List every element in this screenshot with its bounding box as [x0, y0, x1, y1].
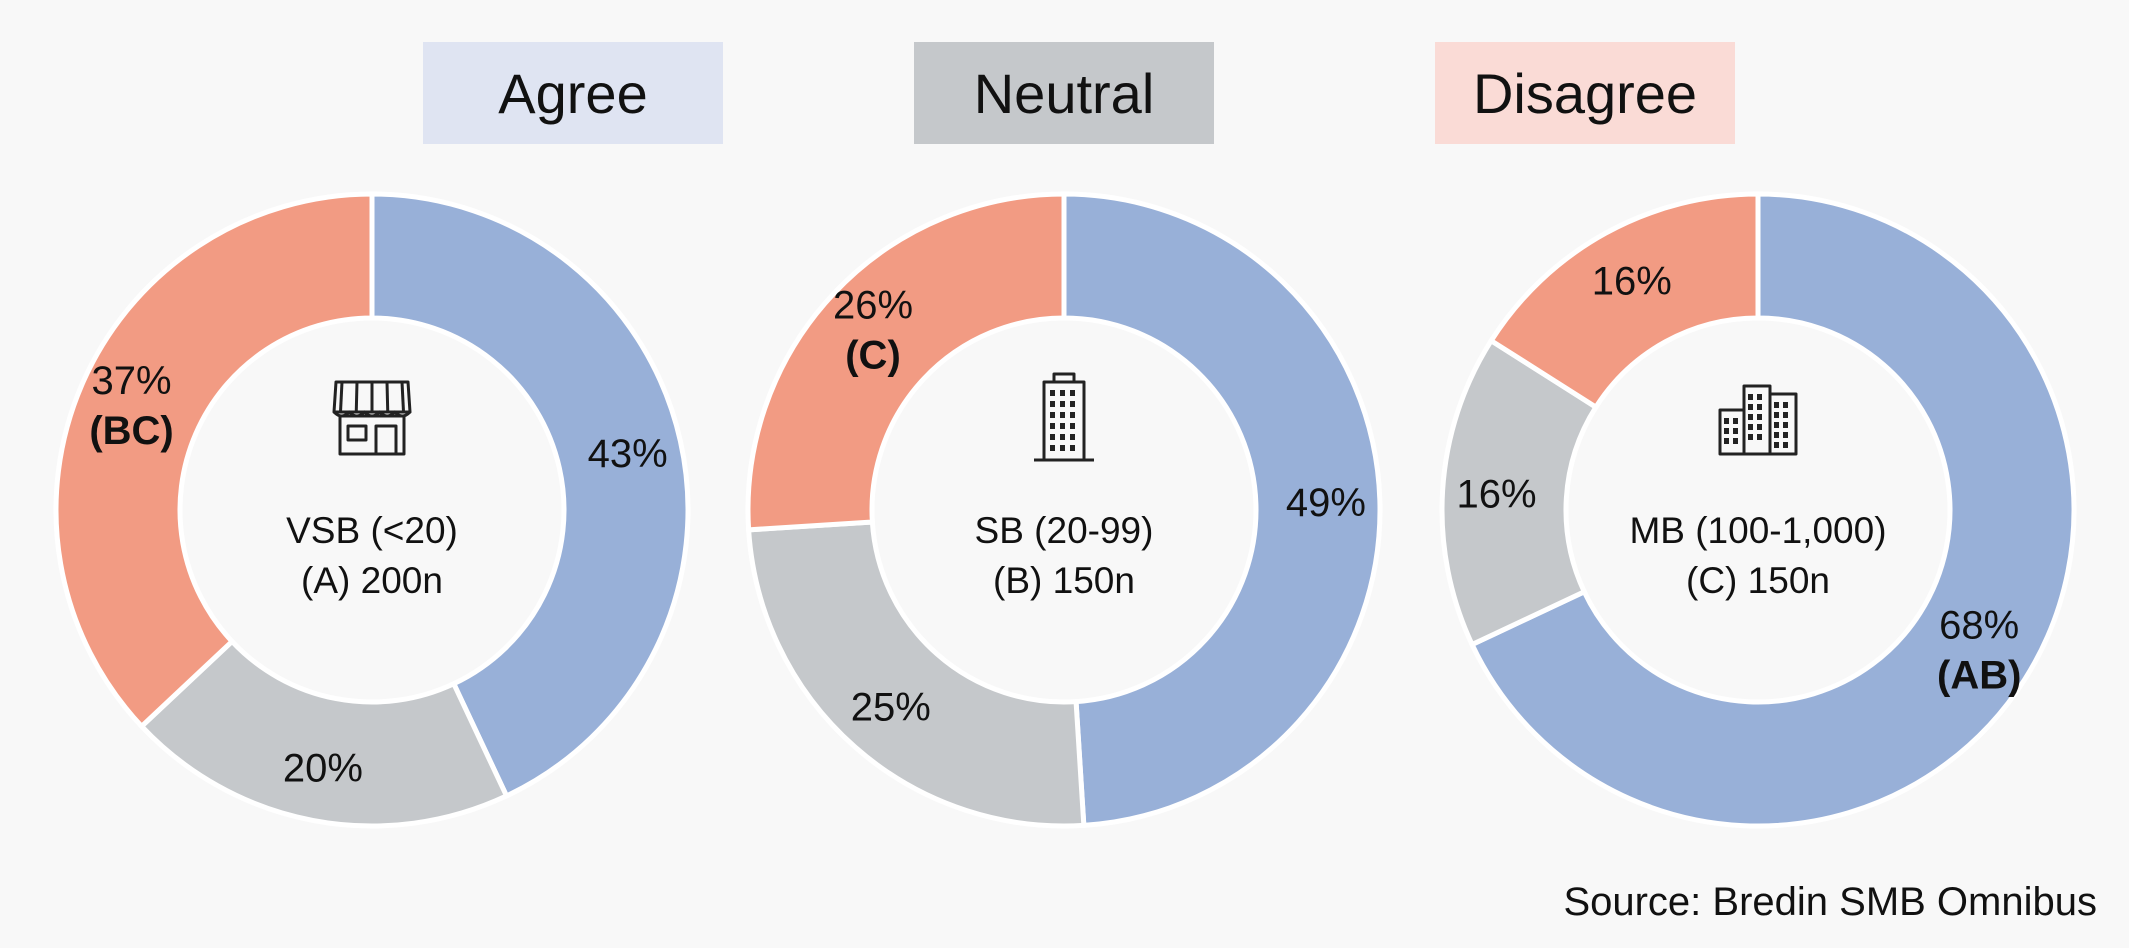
slice-value-label: 68% [1939, 603, 2019, 647]
significance-label: (AB) [1937, 653, 2021, 697]
slice-value-label: 25% [851, 686, 931, 730]
slice-disagree [1487, 191, 1761, 411]
segment-sample-size: (A) 200n [301, 560, 443, 601]
slice-value-label: 20% [283, 746, 363, 790]
slice-disagree [745, 191, 1067, 533]
legend-neutral: Neutral [914, 42, 1214, 144]
segment-name: SB (20-99) [975, 510, 1154, 551]
source-note: Source: Bredin SMB Omnibus [1563, 880, 2097, 924]
slice-agree [1061, 191, 1383, 829]
significance-label: (C) [845, 334, 901, 378]
slice-value-label: 26% [833, 284, 913, 328]
slice-agree [369, 191, 691, 800]
donut-chart-1: 43% 20% 37% (BC) VSB (<20) (A) 200n [53, 191, 691, 829]
slice-value-label: 37% [92, 359, 172, 403]
slice-neutral [745, 519, 1087, 829]
slice-neutral [1439, 337, 1600, 648]
donut-chart-2: 49% 25% 26% (C) SB (20-99) (B) 150n [745, 191, 1383, 829]
city-buildings-icon [1718, 384, 1798, 456]
segment-sample-size: (B) 150n [993, 560, 1135, 601]
office-building-icon [1034, 372, 1094, 462]
legend-agree: Agree [423, 42, 723, 144]
legend-disagree: Disagree [1435, 42, 1735, 144]
slice-value-label: 16% [1592, 259, 1672, 303]
significance-label: (BC) [89, 409, 173, 453]
slice-agree [1468, 191, 2077, 829]
segment-name: MB (100-1,000) [1629, 510, 1886, 551]
slice-value-label: 49% [1286, 481, 1366, 525]
slice-value-label: 43% [588, 432, 668, 476]
segment-name: VSB (<20) [286, 510, 458, 551]
slice-neutral [138, 637, 510, 829]
slice-disagree [53, 191, 375, 730]
donut-chart-3: 68% (AB) 16% 16% MB (100-1,000) (C) 150n [1439, 191, 2077, 829]
slice-value-label: 16% [1456, 473, 1536, 517]
storefront-icon [332, 380, 412, 456]
segment-sample-size: (C) 150n [1686, 560, 1830, 601]
